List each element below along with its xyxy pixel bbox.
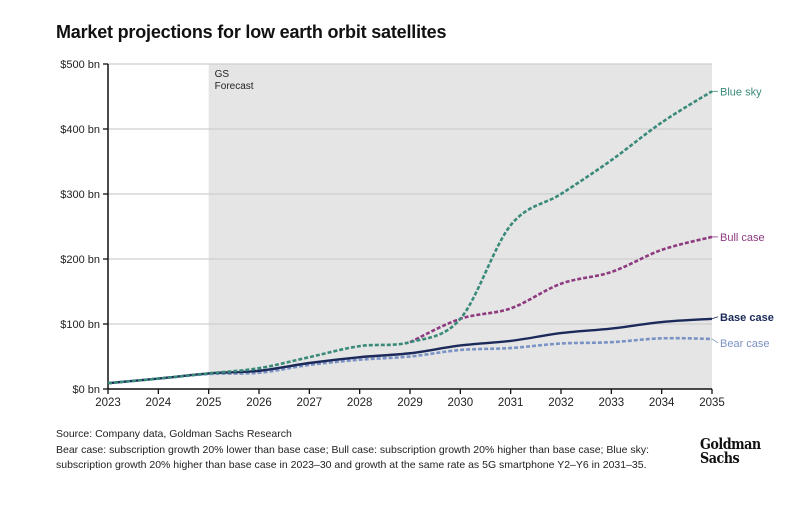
x-tick-label: 2028	[347, 397, 373, 409]
forecast-label-line-1: GS	[215, 69, 230, 80]
y-tick-label: $500 bn	[60, 59, 100, 71]
logo-line-1: Goldman	[700, 435, 761, 453]
y-tick-label: $400 bn	[60, 124, 100, 136]
x-tick-label: 2024	[146, 397, 172, 409]
x-tick-label: 2031	[498, 397, 524, 409]
series-labels: Bear case Base case Bull case Blue sky	[711, 86, 774, 350]
scenario-note: Bear case: subscription growth 20% lower…	[56, 443, 649, 472]
forecast-region	[208, 64, 712, 389]
label-leader-bear-case	[711, 338, 719, 344]
series-label-bear-case: Bear case	[720, 338, 770, 350]
gridlines	[108, 63, 712, 325]
x-tick-label: 2027	[297, 397, 323, 409]
x-tick-label: 2026	[246, 397, 272, 409]
series-label-blue-sky: Blue sky	[720, 86, 762, 98]
series-label-base-case: Base case	[720, 312, 774, 324]
x-tick-label: 2025	[196, 397, 222, 409]
source-note: Source: Company data, Goldman Sachs Rese…	[56, 428, 292, 440]
chart-footer: Source: Company data, Goldman Sachs Rese…	[56, 427, 696, 474]
y-tick-label: $100 bn	[60, 319, 100, 331]
x-tick-label: 2023	[95, 397, 121, 409]
series-lines	[107, 90, 713, 385]
series-label-bull-case: Bull case	[720, 232, 765, 244]
y-tick-label: $0 bn	[72, 384, 100, 396]
x-tick-label: 2035	[699, 397, 725, 409]
goldman-sachs-logo: Goldman Sachs	[700, 435, 761, 467]
label-leader-base-case	[711, 316, 719, 320]
x-tick-label: 2034	[649, 397, 675, 409]
x-tick-label: 2033	[599, 397, 625, 409]
chart-title: Market projections for low earth orbit s…	[56, 22, 447, 42]
logo-line-2: Sachs	[700, 449, 740, 467]
y-tick-label: $300 bn	[60, 189, 100, 201]
x-tick-label: 2030	[448, 397, 474, 409]
x-tick-label: 2029	[397, 397, 423, 409]
axes: $0 bn $100 bn $200 bn $300 bn $400 bn $500 bn…	[60, 59, 725, 409]
series-line-blue-sky	[107, 90, 713, 385]
x-tick-label: 2032	[548, 397, 574, 409]
forecast-label-line-2: Forecast	[215, 81, 254, 92]
y-tick-label: $200 bn	[60, 254, 100, 266]
